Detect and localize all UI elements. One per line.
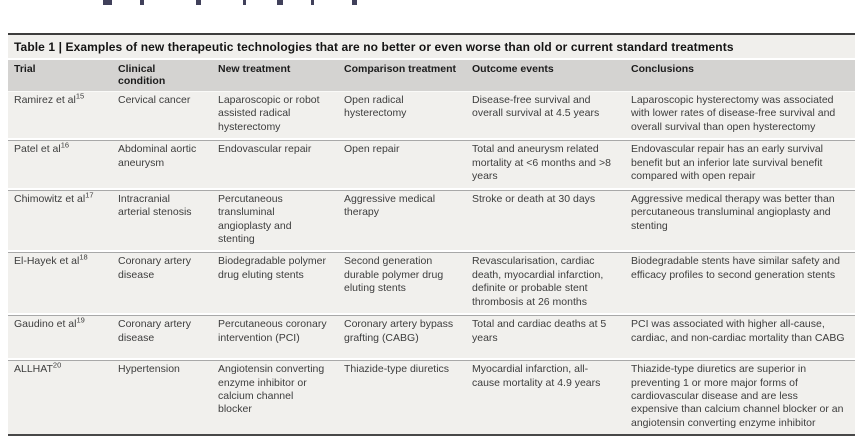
column-header-conclusions: Conclusions	[625, 60, 855, 92]
cell-conclusions: Endovascular repair has an early surviva…	[625, 140, 855, 190]
cell-comparison-treatment: Thiazide-type diuretics	[338, 360, 466, 435]
cell-trial: Gaudino et al19	[8, 315, 112, 361]
cropped-letter-mark	[103, 0, 112, 5]
cell-conclusions: Thiazide-type diuretics are superior in …	[625, 360, 855, 435]
cell-outcome-events: Revascularisation, cardiac death, myocar…	[466, 252, 625, 316]
cropped-letter-mark	[277, 0, 283, 5]
trial-name: ALLHAT	[14, 363, 53, 376]
cell-new-treatment: Percutaneous transluminal angioplasty an…	[212, 189, 338, 253]
cropped-letter-mark	[140, 0, 144, 5]
table-row: Chimowitz et al17 Intracranial arterial …	[8, 189, 855, 253]
cell-comparison-treatment: Open radical hysterectomy	[338, 92, 466, 141]
cell-conclusions: Aggressive medical therapy was better th…	[625, 189, 855, 253]
cropped-letter-mark	[352, 0, 357, 5]
cell-comparison-treatment: Open repair	[338, 140, 466, 190]
trial-name: Ramirez et al	[14, 94, 76, 106]
cell-conclusions: PCI was associated with higher all-cause…	[625, 315, 855, 361]
column-header-clinical-condition: Clinical condition	[112, 60, 212, 92]
column-header-trial: Trial	[8, 60, 112, 92]
table-title: Table 1 | Examples of new therapeutic te…	[8, 35, 855, 58]
cell-clinical-condition: Cervical cancer	[112, 92, 212, 141]
cell-new-treatment: Biodegradable polymer drug eluting stent…	[212, 252, 338, 316]
cell-clinical-condition: Intracranial arterial stenosis	[112, 189, 212, 253]
table-row: El-Hayek et al18 Coronary artery disease…	[8, 252, 855, 316]
cell-outcome-events: Myocardial infarction, all-cause mortali…	[466, 360, 625, 435]
cell-trial: El-Hayek et al18	[8, 252, 112, 316]
trial-name: Chimowitz et al	[14, 192, 86, 205]
cell-trial: Ramirez et al15	[8, 91, 112, 141]
column-header-outcome-events: Outcome events	[466, 60, 625, 92]
trial-name: Patel et al	[14, 143, 61, 156]
table-header-row: Trial Clinical condition New treatment C…	[8, 60, 855, 92]
citation-reference: 15	[75, 91, 85, 101]
cell-comparison-treatment: Second generation durable polymer drug e…	[338, 252, 466, 316]
table-row: Gaudino et al19 Coronary artery disease …	[8, 315, 855, 361]
cell-trial: Patel et al16	[8, 140, 112, 190]
cell-new-treatment: Angiotensin converting enzyme inhibitor …	[212, 360, 338, 435]
citation-reference: 20	[52, 360, 62, 370]
cell-comparison-treatment: Coronary artery bypass grafting (CABG)	[338, 315, 466, 361]
trial-name: Gaudino et al	[14, 318, 77, 331]
cropped-letter-mark	[243, 0, 246, 5]
table-row: Patel et al16 Abdominal aortic aneurysm …	[8, 140, 855, 190]
cell-clinical-condition: Hypertension	[112, 360, 212, 435]
cell-conclusions: Biodegradable stents have similar safety…	[625, 252, 855, 316]
cell-conclusions: Laparoscopic hysterectomy was associated…	[625, 92, 855, 141]
trial-name: El-Hayek et al	[14, 255, 80, 268]
cell-trial: ALLHAT20	[8, 360, 112, 435]
citation-reference: 18	[79, 252, 88, 262]
citation-reference: 19	[76, 315, 85, 325]
therapeutic-technologies-table: Trial Clinical condition New treatment C…	[8, 60, 855, 435]
cropped-letter-mark	[311, 0, 314, 5]
citation-reference: 17	[85, 190, 94, 200]
cell-new-treatment: Laparoscopic or robot assisted radical h…	[212, 92, 338, 141]
table-body: Ramirez et al15 Cervical cancer Laparosc…	[8, 91, 855, 435]
citation-reference: 16	[60, 140, 70, 150]
table-row: ALLHAT20 Hypertension Angiotensin conver…	[8, 360, 855, 435]
cell-new-treatment: Percutaneous coronary intervention (PCI)	[212, 315, 338, 361]
cell-outcome-events: Disease-free survival and overall surviv…	[466, 92, 625, 141]
cell-clinical-condition: Abdominal aortic aneurysm	[112, 140, 212, 190]
cropped-letter-mark	[196, 0, 201, 5]
cell-outcome-events: Total and aneurysm related mortality at …	[466, 140, 625, 190]
table-1-container: Table 1 | Examples of new therapeutic te…	[8, 33, 855, 436]
column-header-comparison-treatment: Comparison treatment	[338, 60, 466, 92]
cell-clinical-condition: Coronary artery disease	[112, 315, 212, 361]
cell-clinical-condition: Coronary artery disease	[112, 252, 212, 316]
cell-trial: Chimowitz et al17	[8, 189, 112, 253]
cell-outcome-events: Stroke or death at 30 days	[466, 189, 625, 253]
cell-new-treatment: Endovascular repair	[212, 140, 338, 190]
cell-comparison-treatment: Aggressive medical therapy	[338, 189, 466, 253]
column-header-new-treatment: New treatment	[212, 60, 338, 92]
table-row: Ramirez et al15 Cervical cancer Laparosc…	[8, 91, 855, 141]
cell-outcome-events: Total and cardiac deaths at 5 years	[466, 315, 625, 361]
